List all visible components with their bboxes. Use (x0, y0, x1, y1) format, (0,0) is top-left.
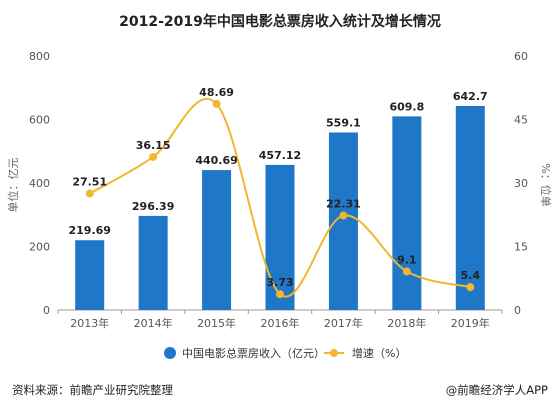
bar-data-label: 642.7 (453, 90, 488, 103)
y-right-tick-label: 45 (514, 114, 528, 127)
bar (265, 164, 295, 310)
bar (328, 132, 358, 310)
bar (75, 240, 105, 310)
bar-data-label: 219.69 (68, 224, 110, 237)
y-left-tick-label: 400 (29, 177, 50, 190)
bar (455, 105, 485, 310)
legend-line-label: 增速（%） (352, 346, 406, 360)
growth-data-label: 9.1 (397, 253, 417, 266)
y-left-tick-label: 200 (29, 241, 50, 254)
growth-point (276, 290, 284, 299)
growth-point (85, 189, 94, 198)
growth-point (149, 152, 158, 161)
x-tick-label: 2013年 (70, 316, 109, 330)
y-axis-left-title: 单位：亿元 (6, 158, 20, 213)
y-right-tick-label: 15 (514, 241, 528, 254)
y-left-tick-label: 0 (43, 304, 50, 317)
legend-line-marker (330, 349, 338, 357)
x-tick-label: 2015年 (197, 316, 236, 330)
legend: 中国电影总票房收入（亿元） 增速（%） (164, 346, 406, 360)
source-note: 资料来源：前瞻产业研究院整理 (12, 383, 173, 397)
x-tick-label: 2014年 (134, 316, 173, 330)
axes: 2013年 2014年 2015年 2016年 2017年 2018年 2019年 0 200 4… (29, 50, 528, 330)
growth-point (339, 211, 348, 220)
y-axis-right-title: %：位单 (539, 163, 553, 206)
growth-line (89, 97, 471, 298)
growth-point (466, 283, 475, 292)
brand-note: @前瞻经济学人APP (446, 383, 548, 397)
y-left-tick-label: 800 (29, 50, 50, 63)
growth-point (402, 267, 411, 276)
bar-series (75, 105, 485, 311)
bar-data-label: 440.69 (195, 154, 237, 167)
bar-data-label: 296.39 (132, 200, 174, 213)
growth-point (212, 99, 221, 108)
growth-data-label: 5.4 (461, 269, 481, 282)
x-tick-label: 2018年 (387, 316, 426, 330)
x-tick-label: 2017年 (324, 316, 363, 330)
y-left-tick-label: 600 (29, 114, 50, 127)
y-right-tick-label: 60 (514, 50, 528, 63)
bar (392, 116, 422, 311)
bar-data-label: 457.12 (259, 149, 301, 162)
y-right-tick-label: 0 (514, 304, 521, 317)
growth-data-label: 22.31 (326, 198, 361, 211)
bar (202, 170, 232, 310)
bar (138, 215, 168, 310)
legend-bar-label: 中国电影总票房收入（亿元） (182, 346, 325, 360)
growth-data-label: 27.51 (72, 176, 107, 189)
bar-data-label: 559.1 (326, 116, 361, 129)
y-right-tick-label: 30 (514, 177, 528, 190)
data-labels: 219.69 296.39 440.69 457.12 559.1 609.8 642.7 2… (68, 86, 487, 289)
x-tick-label: 2016年 (261, 316, 300, 330)
line-series (85, 97, 475, 299)
x-tick-label: 2019年 (451, 316, 490, 330)
chart-title: 2012-2019年中国电影总票房收入统计及增长情况 (119, 13, 441, 30)
growth-data-label: 48.69 (199, 86, 234, 99)
bar-data-label: 609.8 (389, 100, 424, 113)
growth-data-label: 3.73 (266, 276, 293, 289)
growth-data-label: 36.15 (136, 139, 171, 152)
legend-bar-swatch (164, 347, 176, 359)
